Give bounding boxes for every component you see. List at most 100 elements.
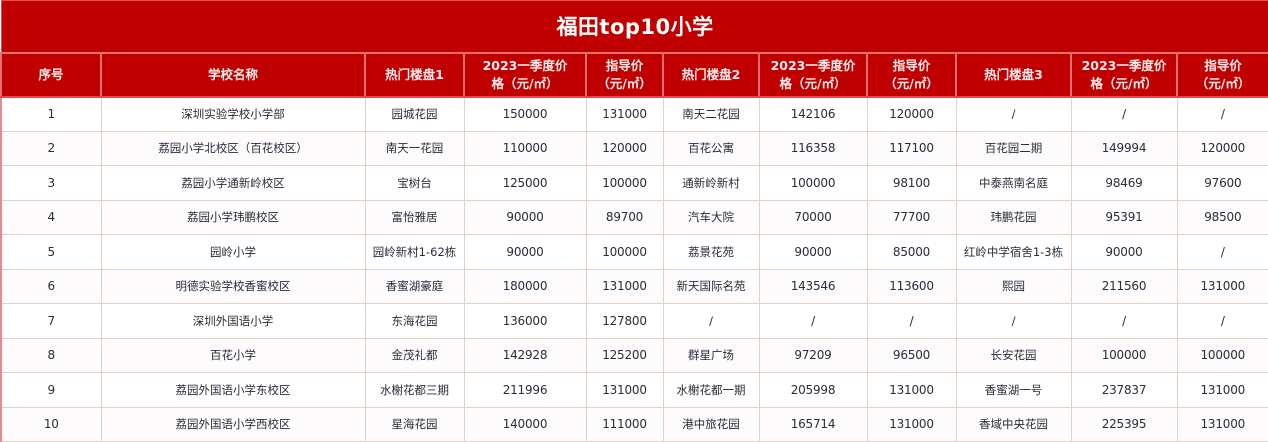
header-price-2: 2023一季度价 格（元/㎡） [758,52,868,98]
price-2-cell: 165714 [758,406,868,442]
header-index: 序号 [0,52,102,98]
title-row: 福田top10小学 [0,0,1268,54]
estate-1-cell: 富怡雅居 [364,199,465,235]
school-name-cell: 明德实验学校香蜜校区 [100,268,366,304]
guide-price-1-cell: 131000 [585,372,664,408]
estate-2-cell: 通新岭新村 [662,165,760,201]
guide-price-1-cell: 127800 [585,303,664,339]
estate-2-cell: 群星广场 [662,337,760,373]
price-2-cell: 143546 [758,268,868,304]
price-3-cell: 225395 [1070,406,1178,442]
price-1-cell: 110000 [463,130,587,166]
price-3-cell: / [1070,303,1178,339]
estate-2-cell: 南天二花园 [662,96,760,132]
header-text-line: 序号 [38,66,64,82]
guide-price-1-cell: 100000 [585,234,664,270]
estate-2-cell: 水榭花都一期 [662,372,760,408]
header-text-line: 热门楼盘3 [984,66,1043,82]
estate-3-cell: 红岭中学宿舍1-3栋 [955,234,1072,270]
estate-3-cell: / [955,303,1072,339]
price-3-cell: 100000 [1070,337,1178,373]
table-row: 10 荔园外国语小学西校区 星海花园 140000 111000 港中旅花园 165714 1… [0,406,1268,442]
guide-price-1-cell: 111000 [585,406,664,442]
guide-price-3-cell: 131000 [1176,372,1268,408]
guide-price-3-cell: / [1176,96,1268,132]
guide-price-2-cell: / [866,303,957,339]
guide-price-1-cell: 89700 [585,199,664,235]
row-index-cell: 6 [0,268,102,304]
price-2-cell: 97209 [758,337,868,373]
price-3-cell: 149994 [1070,130,1178,166]
table-row: 9 荔园外国语小学东校区 水榭花都三期 211996 131000 水榭花都一期 20599… [0,372,1268,408]
price-3-cell: 211560 [1070,268,1178,304]
price-2-cell: 142106 [758,96,868,132]
header-text-line: 指导价 [605,57,644,73]
price-2-cell: 116358 [758,130,868,166]
estate-1-cell: 东海花园 [364,303,465,339]
school-name-cell: 荔园小学通新岭校区 [100,165,366,201]
estate-3-cell: 中泰燕南名庭 [955,165,1072,201]
guide-price-2-cell: 96500 [866,337,957,373]
header-text-line: 2023一季度价 [482,57,568,73]
school-name-cell: 百花小学 [100,337,366,373]
estate-3-cell: 百花园二期 [955,130,1072,166]
header-text-line: 2023一季度价 [1081,57,1167,73]
header-text-line: 热门楼盘1 [385,66,444,82]
guide-price-2-cell: 131000 [866,372,957,408]
row-index-cell: 3 [0,165,102,201]
table-row: 4 荔园小学玮鹏校区 富怡雅居 90000 89700 汽车大院 70000 77700 玮鹏花… [0,199,1268,235]
estate-2-cell: 荔景花苑 [662,234,760,270]
table-row: 6 明德实验学校香蜜校区 香蜜湖豪庭 180000 131000 新天国际名苑 143546… [0,268,1268,304]
guide-price-2-cell: 77700 [866,199,957,235]
header-guide-3: 指导价 （元/㎡） [1175,52,1268,98]
header-guide-1: 指导价 （元/㎡） [585,52,664,98]
table-row: 2 荔园小学北校区（百花校区） 南天一花园 110000 120000 百花公寓 11635… [0,130,1268,166]
guide-price-1-cell: 125200 [585,337,664,373]
price-1-cell: 142928 [463,337,587,373]
header-school-name: 学校名称 [100,52,366,98]
price-1-cell: 211996 [463,372,587,408]
guide-price-3-cell: 98500 [1176,199,1268,235]
header-estate-2: 热门楼盘2 [662,52,760,98]
guide-price-3-cell: / [1176,303,1268,339]
table-title: 福田top10小学 [0,0,1268,54]
table-row: 5 园岭小学 园岭新村1-62栋 90000 100000 荔景花苑 90000 85000 红… [0,234,1268,270]
school-name-cell: 荔园小学玮鹏校区 [100,199,366,235]
school-name-cell: 深圳外国语小学 [100,303,366,339]
table-body: 1 深圳实验学校小学部 园城花园 150000 131000 南天二花园 142106 120… [0,96,1268,442]
guide-price-3-cell: 100000 [1176,337,1268,373]
school-name-cell: 荔园外国语小学东校区 [100,372,366,408]
header-estate-1: 热门楼盘1 [364,52,465,98]
price-2-cell: 70000 [758,199,868,235]
header-text-line: 格（元/㎡） [779,75,847,91]
guide-price-1-cell: 120000 [585,130,664,166]
row-index-cell: 4 [0,199,102,235]
row-index-cell: 1 [0,96,102,132]
estate-2-cell: 港中旅花园 [662,406,760,442]
price-2-cell: 100000 [758,165,868,201]
guide-price-2-cell: 98100 [866,165,957,201]
guide-price-3-cell: 97600 [1176,165,1268,201]
price-3-cell: / [1070,96,1178,132]
row-index-cell: 9 [0,372,102,408]
estate-2-cell: 百花公寓 [662,130,760,166]
header-text-line: 学校名称 [207,66,258,82]
estate-1-cell: 星海花园 [364,406,465,442]
header-price-3: 2023一季度价 格（元/㎡） [1070,52,1178,98]
estate-1-cell: 园城花园 [364,96,465,132]
school-name-cell: 深圳实验学校小学部 [100,96,366,132]
row-index-cell: 7 [0,303,102,339]
table-row: 8 百花小学 金茂礼都 142928 125200 群星广场 97209 96500 长安花园 1… [0,337,1268,373]
school-name-cell: 荔园小学北校区（百花校区） [100,130,366,166]
estate-2-cell: 汽车大院 [662,199,760,235]
row-index-cell: 5 [0,234,102,270]
header-guide-2: 指导价 （元/㎡） [866,52,957,98]
estate-1-cell: 南天一花园 [364,130,465,166]
guide-price-2-cell: 120000 [866,96,957,132]
header-text-line: （元/㎡） [884,75,939,91]
guide-price-1-cell: 131000 [585,96,664,132]
price-1-cell: 90000 [463,234,587,270]
estate-1-cell: 水榭花都三期 [364,372,465,408]
